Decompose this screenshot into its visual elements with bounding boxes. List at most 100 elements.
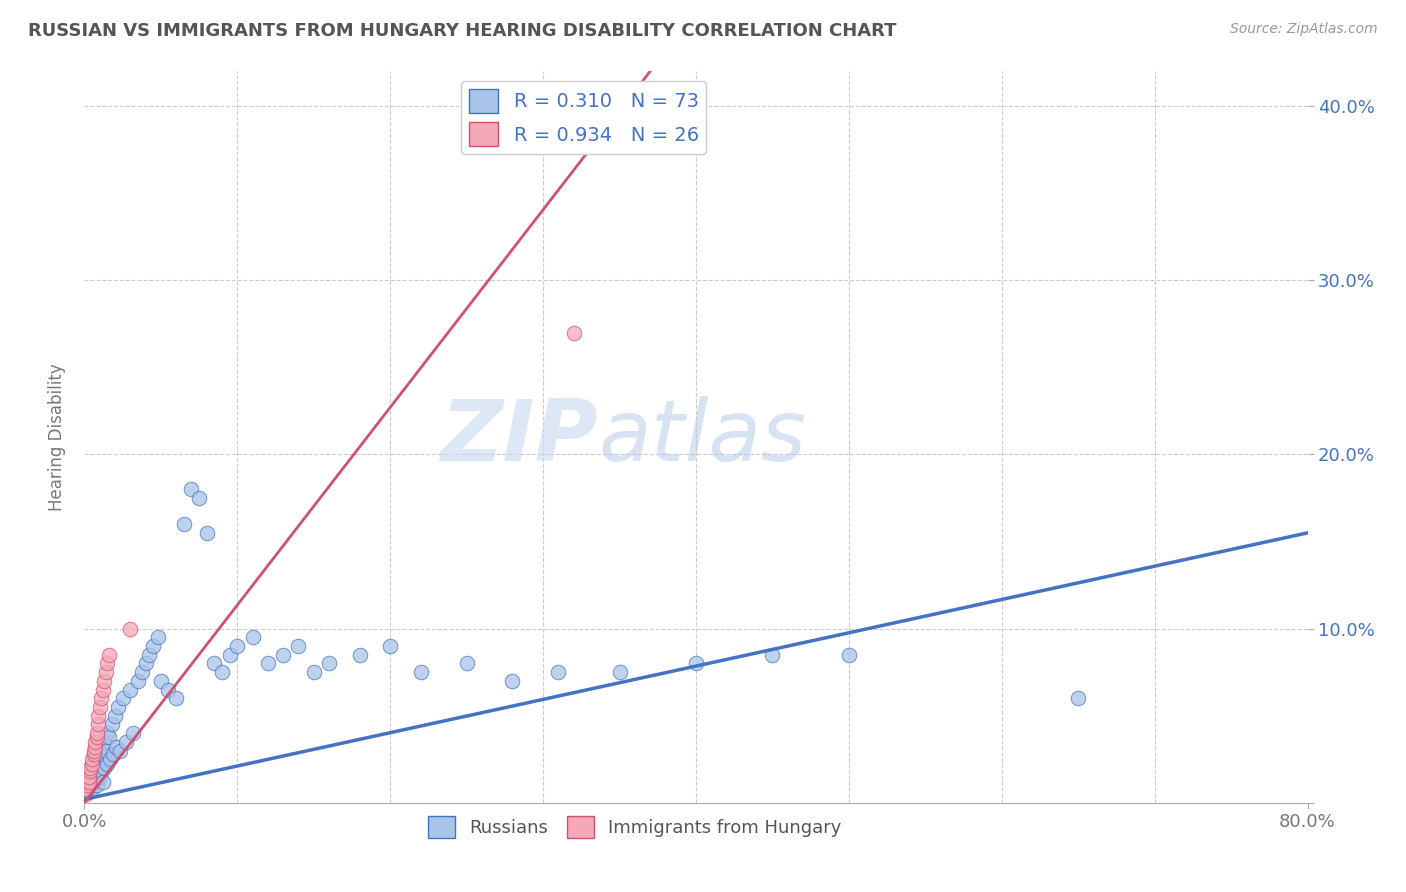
- Point: [83, 747, 105, 761]
- Point: [96, 657, 118, 671]
- Point: [91, 747, 114, 761]
- Point: [89, 752, 111, 766]
- Point: [91, 775, 114, 789]
- Point: [94, 743, 117, 757]
- Point: [84, 770, 107, 784]
- Point: [87, 757, 110, 772]
- Point: [77, 775, 100, 789]
- Point: [131, 665, 153, 680]
- Point: [609, 665, 631, 680]
- Point: [90, 743, 112, 757]
- Point: [98, 752, 121, 766]
- Point: [76, 781, 98, 796]
- Point: [103, 747, 125, 761]
- Point: [318, 657, 340, 671]
- Point: [97, 730, 120, 744]
- Point: [89, 700, 111, 714]
- Point: [104, 708, 127, 723]
- Point: [80, 764, 103, 779]
- Point: [76, 778, 98, 792]
- Point: [562, 326, 585, 340]
- Point: [97, 648, 120, 662]
- Point: [242, 631, 264, 645]
- Point: [547, 665, 569, 680]
- Text: RUSSIAN VS IMMIGRANTS FROM HUNGARY HEARING DISABILITY CORRELATION CHART: RUSSIAN VS IMMIGRANTS FROM HUNGARY HEARI…: [28, 22, 897, 40]
- Point: [90, 691, 112, 706]
- Text: atlas: atlas: [598, 395, 806, 479]
- Point: [157, 682, 180, 697]
- Point: [77, 785, 100, 799]
- Point: [76, 781, 98, 796]
- Point: [108, 743, 131, 757]
- Point: [86, 726, 108, 740]
- Point: [409, 665, 432, 680]
- Point: [120, 622, 142, 636]
- Point: [226, 639, 249, 653]
- Point: [89, 768, 111, 782]
- Point: [77, 770, 100, 784]
- Point: [188, 491, 211, 505]
- Point: [180, 483, 202, 497]
- Point: [91, 682, 114, 697]
- Point: [380, 639, 402, 653]
- Point: [114, 735, 136, 749]
- Point: [502, 673, 524, 688]
- Point: [107, 700, 129, 714]
- Point: [195, 525, 218, 540]
- Point: [96, 726, 118, 740]
- Point: [761, 648, 783, 662]
- Point: [838, 648, 860, 662]
- Legend: Russians, Immigrants from Hungary: Russians, Immigrants from Hungary: [420, 808, 849, 845]
- Point: [86, 778, 108, 792]
- Point: [93, 673, 115, 688]
- Point: [79, 764, 101, 779]
- Point: [165, 691, 187, 706]
- Point: [77, 775, 100, 789]
- Point: [87, 708, 110, 723]
- Point: [80, 757, 103, 772]
- Point: [302, 665, 325, 680]
- Point: [84, 752, 107, 766]
- Point: [93, 735, 115, 749]
- Point: [86, 764, 108, 779]
- Point: [349, 648, 371, 662]
- Point: [101, 717, 124, 731]
- Point: [83, 761, 105, 775]
- Point: [202, 657, 225, 671]
- Point: [173, 517, 195, 532]
- Point: [90, 764, 112, 779]
- Point: [79, 778, 101, 792]
- Point: [86, 730, 108, 744]
- Point: [87, 772, 110, 786]
- Point: [94, 665, 117, 680]
- Point: [685, 657, 707, 671]
- Y-axis label: Hearing Disability: Hearing Disability: [48, 363, 66, 511]
- Point: [142, 639, 165, 653]
- Point: [120, 682, 142, 697]
- Point: [271, 648, 294, 662]
- Point: [218, 648, 240, 662]
- Point: [111, 691, 134, 706]
- Point: [456, 657, 478, 671]
- Point: [138, 648, 160, 662]
- Text: Source: ZipAtlas.com: Source: ZipAtlas.com: [1230, 22, 1378, 37]
- Point: [146, 631, 169, 645]
- Point: [105, 740, 128, 755]
- Point: [93, 761, 115, 775]
- Point: [149, 673, 172, 688]
- Point: [84, 740, 107, 755]
- Point: [287, 639, 309, 653]
- Point: [127, 673, 149, 688]
- Point: [1067, 691, 1090, 706]
- Point: [79, 761, 101, 775]
- Point: [83, 743, 105, 757]
- Point: [80, 781, 103, 796]
- Point: [135, 657, 157, 671]
- Text: ZIP: ZIP: [440, 395, 598, 479]
- Point: [83, 775, 105, 789]
- Point: [75, 778, 97, 792]
- Point: [257, 657, 280, 671]
- Point: [84, 735, 107, 749]
- Point: [96, 757, 118, 772]
- Point: [211, 665, 233, 680]
